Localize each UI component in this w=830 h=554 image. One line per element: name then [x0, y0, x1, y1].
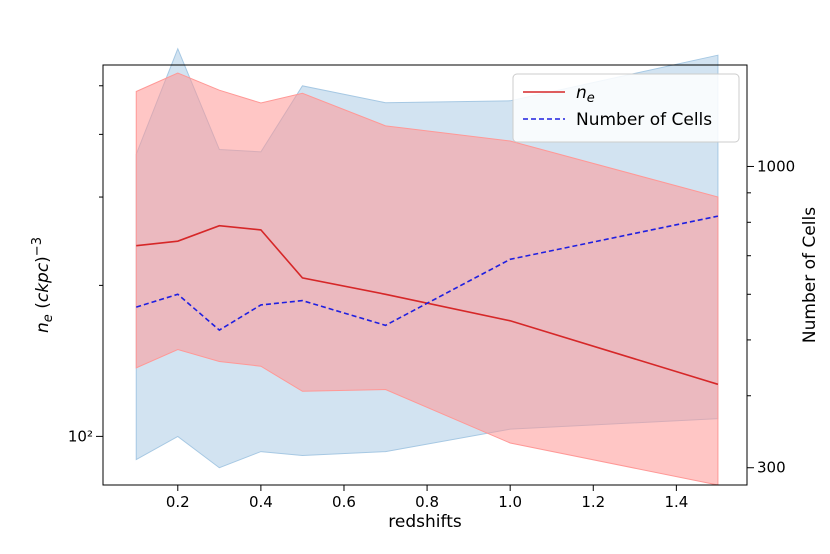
left-y-tick-label: 10² [68, 427, 93, 445]
right-y-tick-label: 1000 [757, 157, 795, 175]
legend-label-ne: ne [576, 83, 595, 106]
x-tick-label: 1.2 [581, 493, 605, 511]
confidence-bands [135, 47, 719, 486]
line-number-of-cells [136, 215, 719, 332]
right-y-tick-label: 300 [757, 459, 786, 477]
legend-label-number-of-cells: Number of Cells [576, 110, 712, 130]
x-tick-label: 0.2 [166, 493, 190, 511]
legend: ne Number of Cells [512, 73, 740, 143]
left-y-axis-label: ne (ckpc)−3 [30, 237, 56, 333]
x-axis-ticks: 0.2 0.4 0.6 0.8 1.0 1.2 1.4 [166, 485, 688, 511]
right-y-axis-label: Number of Cells [800, 207, 820, 343]
plot-frame [102, 64, 748, 486]
series-lines [136, 215, 719, 386]
x-tick-label: 1.4 [664, 493, 688, 511]
x-tick-label: 1.0 [498, 493, 522, 511]
x-tick-label: 0.6 [332, 493, 356, 511]
x-axis-label: redshifts [388, 512, 462, 532]
right-y-axis-ticks: 300 1000 [747, 157, 795, 477]
line-ne [136, 224, 719, 386]
left-y-axis-ticks: 10² [68, 85, 103, 445]
x-tick-label: 0.8 [415, 493, 439, 511]
x-tick-label: 0.4 [249, 493, 273, 511]
legend-box [512, 73, 740, 143]
